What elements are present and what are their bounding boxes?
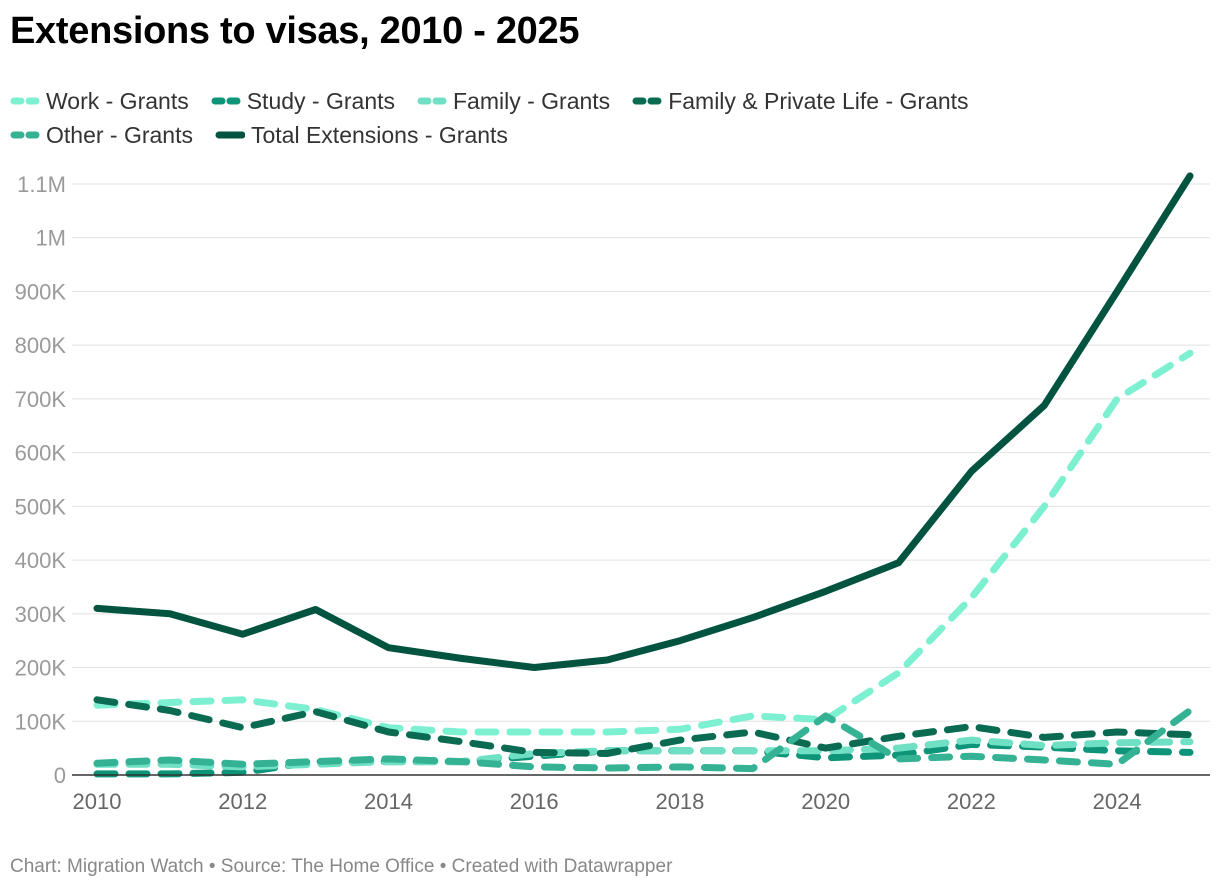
legend-item: Work - Grants (10, 84, 189, 118)
y-tick-label: 300K (15, 602, 67, 627)
legend-label: Family - Grants (453, 88, 611, 114)
legend-item: Family - Grants (417, 84, 610, 118)
legend-item: Total Extensions - Grants (215, 118, 508, 152)
x-tick-label: 2014 (364, 789, 413, 814)
legend: Work - Grants Study - Grants Family - Gran… (10, 84, 1130, 152)
x-tick-label: 2024 (1093, 789, 1142, 814)
x-tick-label: 2012 (218, 789, 267, 814)
y-tick-label: 600K (15, 441, 67, 466)
x-tick-label: 2018 (655, 789, 704, 814)
legend-item: Study - Grants (211, 84, 395, 118)
chart-footer: Chart: Migration Watch • Source: The Hom… (10, 856, 673, 877)
legend-label: Total Extensions - Grants (250, 122, 508, 148)
legend-label: Study - Grants (246, 88, 395, 114)
legend-swatch (211, 97, 241, 105)
series-line-other-grants (93, 707, 1194, 773)
y-tick-label: 800K (15, 333, 67, 358)
chart-title: Extensions to visas, 2010 - 2025 (10, 10, 580, 52)
x-tick-label: 2022 (947, 789, 996, 814)
legend-item: Other - Grants (10, 118, 193, 152)
series-line-family-grants (93, 736, 1194, 771)
series-line-work-grants (93, 349, 1194, 736)
legend-label: Family & Private Life - Grants (668, 88, 969, 114)
legend-item: Family & Private Life - Grants (632, 84, 969, 118)
y-tick-label: 700K (15, 387, 67, 412)
legend-swatch (417, 97, 447, 105)
y-tick-label: 500K (15, 494, 67, 519)
line-chart: 0 100K 200K 300K 400K 500K 600K 700K 800K 900K 1M 1… (15, 172, 1210, 814)
legend-label: Other - Grants (46, 122, 193, 148)
series-line-total-extensions-grants (93, 172, 1194, 671)
y-tick-label: 200K (15, 656, 67, 681)
legend-swatch (10, 131, 40, 139)
series-line-family-private-life-grants (93, 696, 1194, 757)
legend-swatch (10, 97, 40, 105)
y-tick-label: 1M (35, 226, 66, 251)
y-tick-label: 900K (15, 279, 67, 304)
legend-swatch (632, 97, 663, 105)
y-tick-label: 0 (54, 763, 66, 788)
legend-label: Work - Grants (46, 88, 189, 114)
x-tick-label: 2020 (801, 789, 850, 814)
y-tick-label: 400K (15, 548, 67, 573)
x-tick-label: 2016 (510, 789, 559, 814)
y-tick-label: 100K (15, 709, 67, 734)
x-tick-label: 2010 (73, 789, 122, 814)
y-tick-label: 1.1M (17, 172, 66, 197)
legend-swatch (215, 131, 245, 139)
